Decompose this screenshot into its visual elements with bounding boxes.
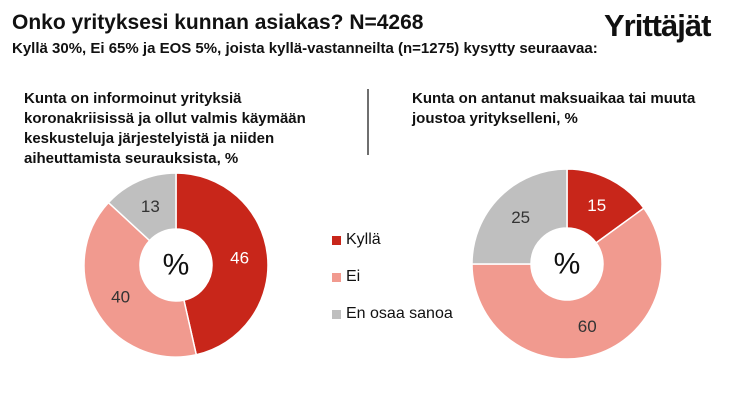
legend-item-kylla: Kyllä	[332, 230, 453, 250]
slice-left-ei	[83, 201, 198, 358]
center-label-right: %	[554, 248, 581, 281]
center-label-left: %	[163, 249, 190, 282]
slice-right-ei	[471, 207, 663, 360]
data-label-right-ei: 60	[578, 317, 597, 336]
legend-label-kylla: Kyllä	[346, 231, 381, 248]
legend-item-eos: En osaa sanoa	[332, 304, 453, 324]
donut-chart-right: 15 60 25%	[471, 168, 663, 360]
legend-swatch-eos	[332, 309, 341, 319]
slice-left-eos	[107, 172, 177, 242]
slice-right-kylla	[566, 168, 645, 244]
right-chart-title: Kunta on antanut maksuaikaa tai muuta jo…	[412, 90, 696, 127]
legend-label-ei: Ei	[346, 268, 361, 285]
slice-right-eos	[471, 168, 568, 265]
data-label-left-kylla: 46	[230, 248, 249, 267]
legend: Kyllä Ei En osaa sanoa	[332, 230, 453, 341]
legend-swatch-ei	[332, 272, 341, 282]
data-label-right-kylla: 15	[587, 196, 606, 215]
yrittajat-logo: Yrittäjät	[604, 8, 711, 43]
legend-label-eos: En osaa sanoa	[346, 305, 453, 322]
slice-left-kylla	[175, 172, 269, 356]
data-label-right-eos: 25	[511, 208, 530, 227]
left-chart-title: Kunta on informoinut yrityksiä koronakri…	[24, 90, 306, 167]
divider	[367, 89, 369, 155]
legend-item-ei: Ei	[332, 267, 453, 287]
data-label-left-ei: 40	[111, 288, 130, 307]
donut-chart-left: 46 40 13%	[83, 172, 269, 358]
legend-swatch-kylla	[332, 235, 341, 245]
chart-title: Onko yrityksesi kunnan asiakas? N=4268	[12, 11, 424, 34]
chart-subtitle: Kyllä 30%, Ei 65% ja EOS 5%, joista kyll…	[12, 40, 598, 57]
data-label-left-eos: 13	[141, 197, 160, 216]
